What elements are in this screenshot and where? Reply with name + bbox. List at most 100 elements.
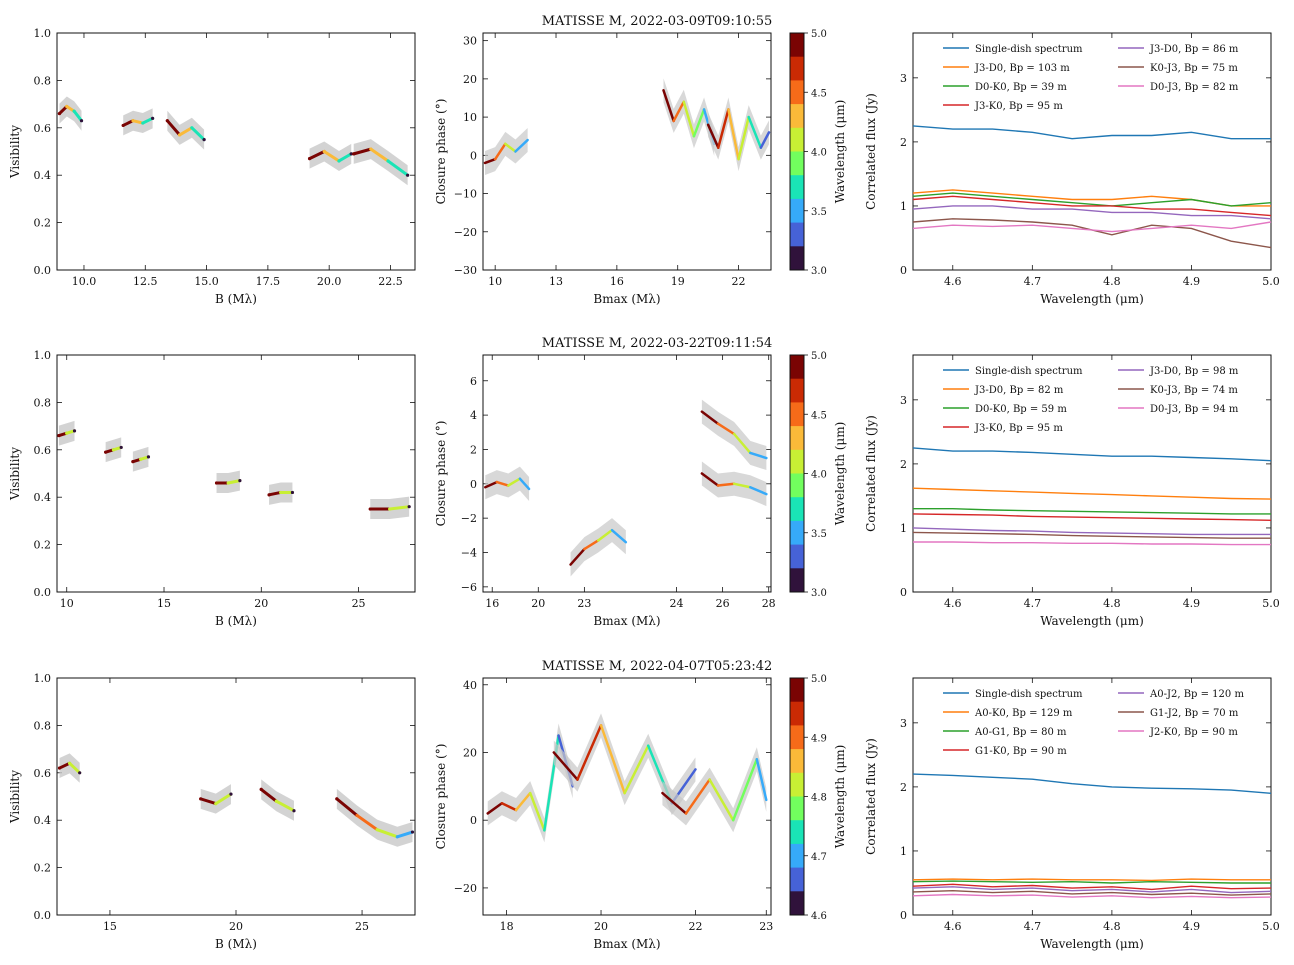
closure-phase-segment [700, 410, 720, 425]
visibility-point [307, 157, 312, 161]
closure-phase-panel: 18 20 22 23 −20 0 20 40 Bmax (Mλ) Closure phase (… [434, 677, 773, 951]
visibility-error-band [353, 139, 408, 186]
closure-phase-xtick-label: 18 [500, 920, 514, 933]
legend-label: Single-dish spectrum [975, 44, 1083, 55]
visibility-point [178, 133, 182, 137]
visibility-error-band [261, 779, 294, 821]
closure-phase-xtick-label: 19 [671, 275, 685, 288]
visibility-point [410, 830, 415, 834]
visibility-xtick-label: 25 [352, 597, 366, 610]
closure-phase-ylabel: Closure phase (°) [434, 421, 448, 527]
closure-phase-segment [700, 472, 720, 487]
colorbar-label: Wavelength (μm) [833, 100, 847, 204]
closure-phase-error-band [485, 128, 528, 175]
correlated-flux-xtick-label: 4.9 [1183, 597, 1201, 610]
closure-phase-frame [482, 677, 772, 916]
closure-phase-error-band [570, 518, 626, 577]
closure-phase-segment [528, 791, 546, 832]
closure-phase-segment [661, 791, 688, 815]
colorbar-swatch [790, 151, 804, 176]
colorbar-swatch [790, 473, 804, 498]
legend-label: D0-J3, Bp = 94 m [1150, 404, 1239, 415]
visibility-ytick-label: 0.4 [34, 491, 52, 504]
colorbar-tick-label: 3.0 [811, 266, 827, 277]
closure-phase-segment [706, 123, 720, 149]
closure-phase-ytick-label: −2 [461, 512, 477, 525]
closure-phase-xtick-label: 13 [549, 275, 563, 288]
flux-series-line [912, 205, 1272, 220]
closure-phase-xtick-label: 20 [531, 597, 545, 610]
visibility-segment [375, 828, 399, 839]
legend-label: J3-K0, Bp = 95 m [974, 423, 1063, 434]
visibility-segment [308, 150, 326, 161]
visibility-point [131, 119, 135, 123]
visibility-point [259, 787, 263, 791]
visibility-point [57, 433, 61, 438]
closure-phase-xlabel: Bmax (Mλ) [593, 292, 660, 306]
visibility-point [65, 431, 69, 435]
legend-label: J3-D0, Bp = 82 m [974, 385, 1064, 396]
colorbar-tick-label: 4.7 [811, 852, 827, 863]
visibility-xtick-label: 20 [254, 597, 268, 610]
visibility-point [131, 460, 135, 464]
colorbar-tick-label: 4.5 [811, 88, 827, 99]
flux-series-line [912, 513, 1272, 521]
closure-phase-segment [672, 100, 686, 123]
visibility-point [386, 159, 390, 163]
closure-phase-segment [749, 485, 768, 496]
legend: Single-dish spectrum J3-D0, Bp = 103 m D0-… [943, 44, 1239, 112]
visibility-panel: 10 15 20 25 0.0 0.2 0.4 0.6 0.8 1.0 B (Mλ) Visibili… [8, 349, 416, 628]
legend-label: Single-dish spectrum [975, 366, 1083, 377]
visibility-point [72, 429, 77, 433]
visibility-ytick-label: 1.0 [34, 672, 52, 685]
closure-phase-segment [737, 115, 750, 161]
closure-phase-xlabel: Bmax (Mλ) [593, 937, 660, 951]
visibility-xtick-label: 15.0 [194, 275, 219, 288]
visibility-point [104, 450, 108, 454]
correlated-flux-ytick-label: 1 [900, 845, 907, 858]
visibility-point [290, 490, 295, 495]
visibility-point [337, 159, 341, 163]
colorbar: 3.0 3.5 4.0 4.5 5.0 Wavelength (μm) [789, 29, 847, 277]
visibility-xtick-label: 17.5 [256, 275, 281, 288]
visibility-segment [355, 813, 379, 832]
visibility-segment [352, 147, 373, 156]
closure-phase-segment [483, 157, 497, 165]
colorbar-swatch [790, 678, 804, 703]
visibility-ytick-label: 0.0 [34, 586, 52, 599]
colorbar-swatch [790, 749, 804, 774]
correlated-flux-ylabel: Correlated flux (Jy) [864, 93, 878, 210]
colorbar-swatch [790, 355, 804, 380]
visibility-error-band [59, 753, 80, 783]
legend-label: A0-K0, Bp = 129 m [974, 708, 1073, 719]
colorbar-label: Wavelength (μm) [833, 422, 847, 526]
visibility-point [229, 792, 233, 796]
visibility-point [226, 481, 230, 485]
visibility-segment [395, 830, 414, 839]
correlated-flux-xtick-label: 4.8 [1103, 275, 1121, 288]
visibility-xtick-label: 12.5 [133, 275, 158, 288]
flux-series-line [912, 447, 1272, 462]
legend-label: A0-G1, Bp = 80 m [974, 727, 1067, 738]
correlated-flux-ytick-label: 0 [900, 586, 907, 599]
correlated-flux-xtick-label: 4.7 [1024, 597, 1042, 610]
visibility-ytick-label: 0.4 [34, 169, 52, 182]
colorbar-swatch [790, 701, 804, 726]
visibility-segment [178, 126, 194, 137]
correlated-flux-ytick-label: 3 [900, 394, 907, 407]
flux-series-line [912, 195, 1272, 217]
closure-phase-error-band [487, 723, 573, 843]
closure-phase-segment [732, 432, 752, 455]
colorbar-swatch [790, 772, 804, 797]
visibility-ytick-label: 0.8 [34, 719, 52, 732]
row-title: MATISSE M, 2022-03-09T09:10:55 [542, 14, 773, 29]
visibility-point [65, 104, 69, 109]
closure-phase-xtick-label: 22 [732, 275, 746, 288]
colorbar-tick-label: 4.0 [811, 470, 827, 481]
correlated-flux-xtick-label: 4.6 [944, 597, 962, 610]
correlated-flux-ytick-label: 3 [900, 717, 907, 730]
colorbar-tick-label: 3.5 [811, 529, 827, 540]
closure-phase-xtick-label: 23 [759, 920, 773, 933]
colorbar-swatch [790, 378, 804, 403]
